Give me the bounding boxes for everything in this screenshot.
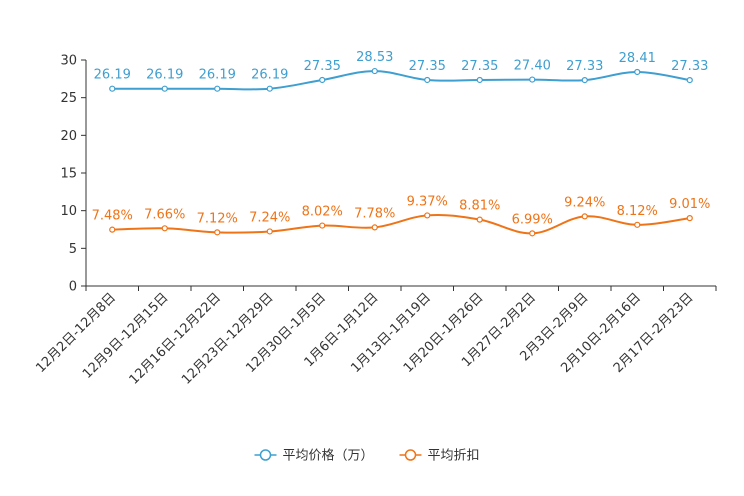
data-point [109,226,116,233]
series-line-2 [112,214,690,235]
data-label: 9.24% [564,195,605,210]
y-tick-label: 25 [60,91,77,106]
data-point [424,212,431,219]
data-label: 26.19 [251,68,288,83]
data-label: 7.78% [354,206,395,221]
data-point [634,68,641,76]
data-label: 26.19 [199,68,236,83]
x-tick-label: 12月23日-12月29日 [179,290,276,387]
data-label: 8.02% [302,205,343,220]
data-label: 26.19 [94,68,131,83]
data-label: 27.40 [514,59,551,74]
data-point [266,228,273,235]
legend-item-1: 平均价格（万） [254,448,374,464]
data-point [581,77,588,84]
data-label: 8.12% [617,204,658,219]
data-point [686,215,693,222]
data-point [371,67,378,75]
data-label: 27.33 [671,59,708,74]
y-tick-label: 5 [69,242,77,257]
legend-label: 平均价格（万） [283,448,374,464]
data-label: 28.53 [356,50,393,65]
data-label: 8.81% [459,199,500,214]
data-label: 27.35 [304,59,341,74]
legend-marker-icon [404,449,417,461]
y-tick-label: 10 [60,204,77,219]
data-point [529,230,536,237]
legend-label: 平均折扣 [428,449,480,464]
legend: 平均价格（万） 平均折扣 [254,448,480,464]
data-label: 7.24% [249,210,290,225]
data-label: 28.41 [619,51,656,66]
data-point [266,85,273,92]
data-label: 7.66% [144,207,185,222]
data-point [214,85,221,92]
data-point [109,85,116,92]
data-point [529,76,536,83]
data-point [161,85,168,92]
legend-item-2: 平均折扣 [399,449,480,464]
y-tick-label: 20 [60,129,77,144]
data-label: 9.01% [669,197,710,212]
data-label: 26.19 [146,68,183,83]
data-label: 7.12% [197,211,238,226]
data-point [476,216,483,223]
data-point [634,221,641,228]
data-point [161,225,168,232]
data-point [686,77,693,84]
data-point [319,222,326,229]
data-label: 27.35 [461,59,498,74]
y-tick-label: 15 [60,167,77,182]
data-point [476,76,483,84]
x-tick-label: 12月16日-12月22日 [127,290,224,387]
data-label: 27.35 [409,59,446,74]
y-tick-label: 0 [69,280,77,295]
legend-marker-icon [259,449,272,461]
data-point [424,76,431,84]
y-tick-label: 30 [60,54,77,69]
data-point [319,76,326,84]
data-label: 7.48% [92,209,133,224]
data-point [581,213,588,220]
series-area: 26.19 26.19 26.19 26.19 27.35 28.53 27.35 27.35… [92,50,710,237]
data-point [214,229,221,236]
data-point [371,224,378,231]
series-line-1 [112,70,690,91]
data-label: 27.33 [566,59,603,74]
data-label: 6.99% [512,212,553,227]
data-label: 9.37% [407,194,448,209]
